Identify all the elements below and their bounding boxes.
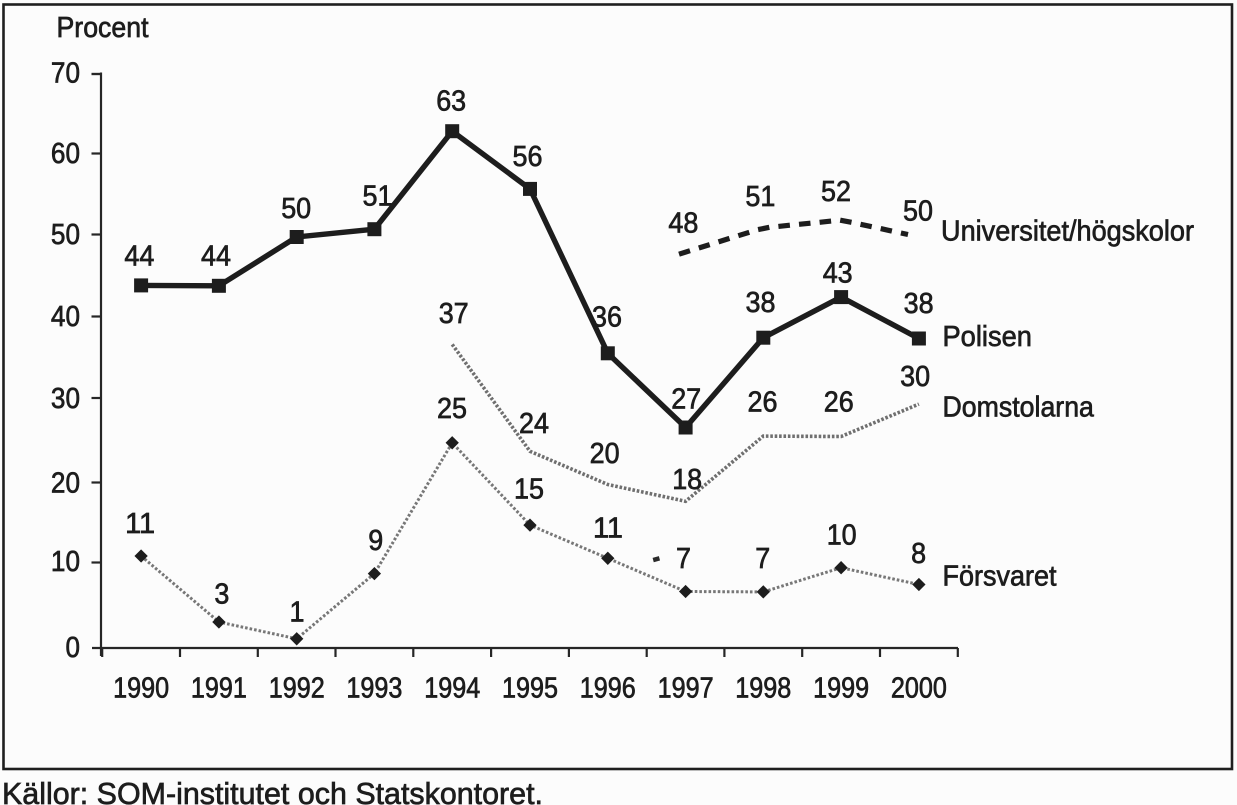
svg-text:38: 38 bbox=[746, 287, 776, 319]
svg-text:50: 50 bbox=[281, 193, 311, 225]
svg-text:1990: 1990 bbox=[113, 673, 169, 705]
svg-text:27: 27 bbox=[671, 384, 701, 416]
svg-text:44: 44 bbox=[124, 240, 154, 272]
svg-text:1996: 1996 bbox=[580, 673, 636, 705]
svg-text:Domstolarna: Domstolarna bbox=[943, 392, 1095, 424]
svg-text:3: 3 bbox=[214, 579, 229, 611]
svg-text:0: 0 bbox=[66, 632, 81, 664]
svg-text:36: 36 bbox=[592, 302, 622, 334]
svg-text:48: 48 bbox=[668, 208, 698, 240]
svg-text:1999: 1999 bbox=[813, 673, 869, 705]
svg-text:50: 50 bbox=[51, 219, 80, 251]
svg-text:63: 63 bbox=[436, 86, 466, 118]
svg-text:Källor: SOM-institutet och Sta: Källor: SOM-institutet och Statskontoret… bbox=[2, 776, 543, 805]
svg-text:1998: 1998 bbox=[735, 673, 791, 705]
svg-text:24: 24 bbox=[519, 408, 549, 440]
svg-text:20: 20 bbox=[51, 467, 80, 499]
svg-text:2000: 2000 bbox=[891, 673, 947, 705]
svg-text:20: 20 bbox=[590, 438, 620, 470]
svg-text:1992: 1992 bbox=[269, 673, 325, 705]
svg-text:10: 10 bbox=[827, 519, 857, 551]
svg-text:43: 43 bbox=[823, 258, 853, 290]
svg-text:30: 30 bbox=[51, 383, 80, 415]
svg-text:1997: 1997 bbox=[658, 673, 714, 705]
svg-text:9: 9 bbox=[368, 525, 383, 557]
svg-text:1: 1 bbox=[290, 597, 305, 629]
svg-text:8: 8 bbox=[911, 538, 926, 570]
svg-text:7: 7 bbox=[676, 543, 691, 575]
svg-text:Universitet/högskolor: Universitet/högskolor bbox=[941, 216, 1194, 248]
svg-text:11: 11 bbox=[125, 508, 155, 540]
svg-text:26: 26 bbox=[748, 386, 778, 418]
svg-text:52: 52 bbox=[821, 176, 851, 208]
svg-text:50: 50 bbox=[903, 196, 933, 228]
svg-text:18: 18 bbox=[672, 464, 702, 496]
svg-text:60: 60 bbox=[51, 138, 80, 170]
svg-text:11: 11 bbox=[593, 513, 623, 545]
svg-text:70: 70 bbox=[51, 58, 80, 90]
svg-text:26: 26 bbox=[824, 386, 854, 418]
svg-text:51: 51 bbox=[745, 181, 775, 213]
svg-text:15: 15 bbox=[514, 474, 544, 506]
svg-text:1991: 1991 bbox=[191, 673, 247, 705]
svg-text:7: 7 bbox=[755, 543, 770, 575]
svg-text:Procent: Procent bbox=[57, 12, 149, 44]
svg-text:Polisen: Polisen bbox=[943, 321, 1032, 353]
svg-text:10: 10 bbox=[51, 546, 80, 578]
svg-text:44: 44 bbox=[201, 240, 231, 272]
svg-text:51: 51 bbox=[363, 181, 393, 213]
svg-text:1994: 1994 bbox=[424, 673, 480, 705]
svg-text:25: 25 bbox=[437, 393, 467, 425]
svg-text:40: 40 bbox=[51, 301, 80, 333]
svg-text:Försvaret: Försvaret bbox=[943, 561, 1057, 593]
svg-text:38: 38 bbox=[904, 288, 934, 320]
svg-text:56: 56 bbox=[513, 141, 543, 173]
svg-text:1995: 1995 bbox=[502, 673, 558, 705]
svg-text:37: 37 bbox=[439, 298, 469, 330]
svg-text:1993: 1993 bbox=[346, 673, 402, 705]
svg-text:30: 30 bbox=[900, 361, 930, 393]
